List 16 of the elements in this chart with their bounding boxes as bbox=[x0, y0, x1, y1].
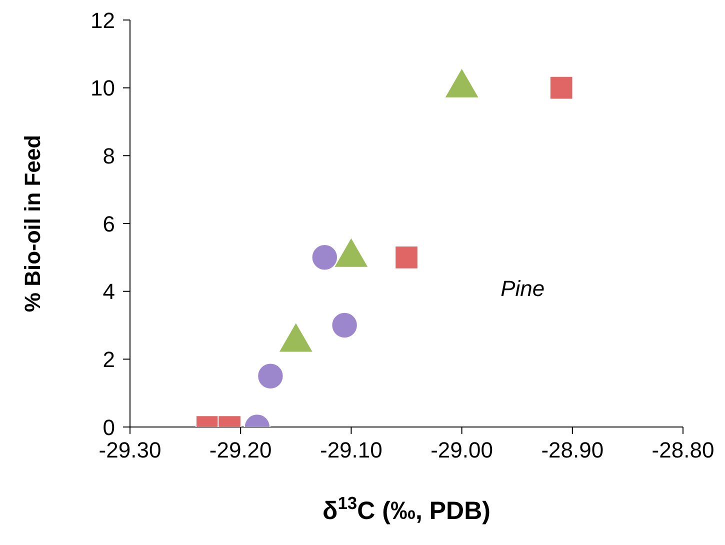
x-tick-label: -29.20 bbox=[209, 438, 272, 463]
x-tick-label: -29.30 bbox=[98, 438, 162, 463]
y-tick-label: 12 bbox=[90, 8, 115, 33]
y-tick-label: 6 bbox=[102, 211, 115, 236]
x-tick-label: -28.80 bbox=[652, 438, 714, 463]
x-tick-label: -29.10 bbox=[320, 438, 382, 463]
y-tick-label: 10 bbox=[90, 76, 115, 101]
x-axis-title: δ$^{13}$C (‰, PDB) bbox=[322, 493, 490, 525]
y-tick-label: 8 bbox=[102, 143, 115, 168]
y-tick-label: 4 bbox=[102, 279, 115, 304]
annotation: Pine bbox=[500, 276, 545, 302]
x-tick-label: -28.90 bbox=[541, 438, 604, 463]
y-axis-title: % Bio-oil in Feed bbox=[20, 134, 45, 312]
y-tick-label: 0 bbox=[102, 414, 115, 440]
y-tick-label: 2 bbox=[102, 346, 115, 372]
x-tick-label: -29.00 bbox=[430, 438, 493, 463]
